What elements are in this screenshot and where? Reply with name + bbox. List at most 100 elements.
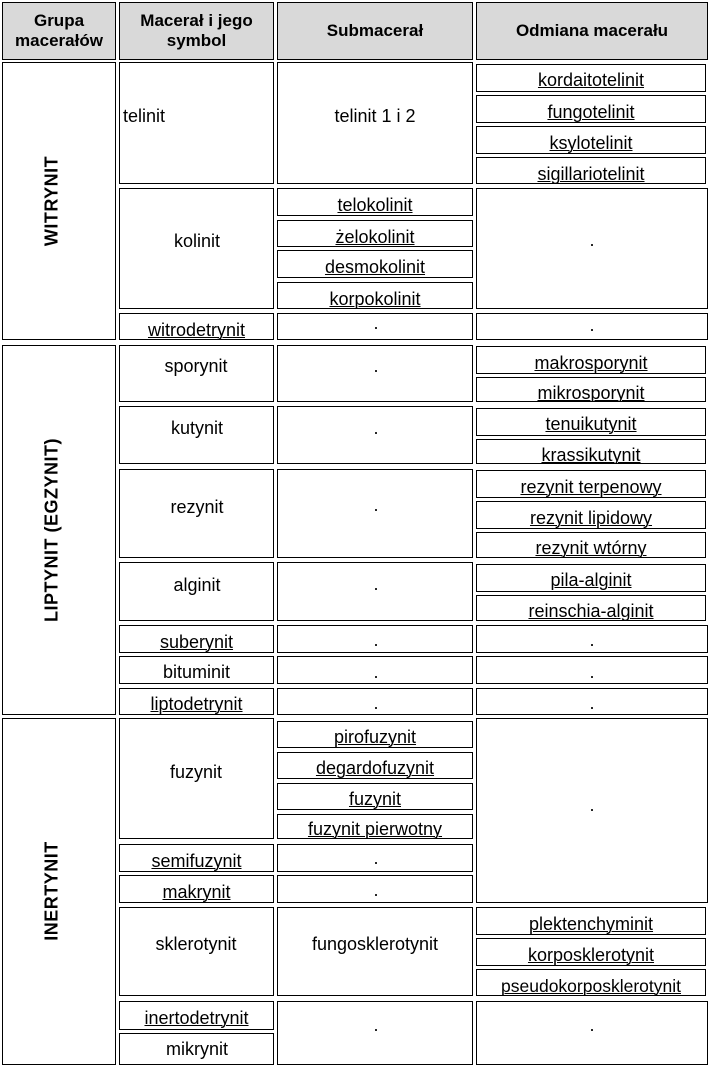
variety-rezynit-wtorny: rezynit wtórny xyxy=(535,538,647,558)
empty-marker: . xyxy=(373,880,379,900)
variety-rezynit-terpenowy: rezynit terpenowy xyxy=(520,477,662,497)
empty-marker: . xyxy=(373,693,379,713)
empty-marker: . xyxy=(589,630,595,650)
maceral-kutynit: kutynit xyxy=(170,418,224,438)
header-group-label: Grupa macerałów xyxy=(15,11,103,50)
variety-cell xyxy=(476,313,708,340)
variety-tenuikutynit: tenuikutynit xyxy=(545,414,637,434)
variety-reinschia-alginit: reinschia-alginit xyxy=(528,601,654,621)
variety-cell: rezynit terpenowy xyxy=(476,470,706,498)
header-maceral-label: Macerał i jego symbol xyxy=(140,11,253,50)
variety-pseudokorposklerotynit: pseudokorposklerotynit xyxy=(501,976,681,996)
group-cell-liptynit xyxy=(2,345,116,715)
empty-marker: . xyxy=(373,662,379,682)
submaceral-cell: fuzynit xyxy=(277,783,473,810)
variety-cell: mikrosporynit xyxy=(476,377,706,402)
variety-cell-fuzynit-group xyxy=(476,718,708,903)
variety-cell: tenuikutynit xyxy=(476,408,706,436)
variety-cell: makrosporynit xyxy=(476,346,706,374)
maceral-witrodetrynit: witrodetrynit xyxy=(147,320,246,340)
submaceral-cell: żelokolinit xyxy=(277,220,473,247)
variety-cell: plektenchyminit xyxy=(476,907,706,935)
maceral-makrynit: makrynit xyxy=(162,882,231,902)
variety-cell xyxy=(476,656,708,684)
empty-marker: . xyxy=(589,315,595,335)
submaceral-cell xyxy=(277,875,473,903)
variety-cell: fungotelinit xyxy=(476,95,706,123)
variety-cell: korposklerotynit xyxy=(476,938,706,966)
empty-marker: . xyxy=(589,795,595,815)
empty-marker: . xyxy=(589,230,595,250)
variety-cell: pseudokorposklerotynit xyxy=(476,969,706,996)
maceral-bituminit: bituminit xyxy=(162,662,231,682)
variety-fungotelinit: fungotelinit xyxy=(547,102,635,122)
variety-cell: reinschia-alginit xyxy=(476,595,706,621)
maceral-cell-mikrynit xyxy=(119,1033,274,1065)
maceral-cell-semifuzynit: semifuzynit xyxy=(119,844,274,872)
maceral-cell-makrynit: makrynit xyxy=(119,875,274,903)
submaceral-cell xyxy=(277,345,473,402)
maceral-fuzynit: fuzynit xyxy=(169,762,223,782)
variety-plektenchyminit: plektenchyminit xyxy=(528,914,654,934)
variety-pila-alginit: pila-alginit xyxy=(550,570,632,590)
empty-marker: . xyxy=(589,1015,595,1035)
header-variety-label: Odmiana macerału xyxy=(515,21,669,40)
submaceral-cell-telinit xyxy=(277,62,473,184)
submaceral-cell xyxy=(277,469,473,558)
variety-cell: kordaitotelinit xyxy=(476,64,706,92)
group-label-liptynit: LIPTYNIT (EGZYNIT) xyxy=(41,438,62,622)
empty-marker: . xyxy=(373,630,379,650)
submaceral-desmokolinit: desmokolinit xyxy=(324,257,426,277)
variety-cell xyxy=(476,1001,708,1065)
maceral-telinit: telinit xyxy=(123,106,166,126)
group-cell-witrynit xyxy=(2,62,116,340)
header-variety: Odmiana macerału xyxy=(476,2,708,60)
submaceral-cell xyxy=(277,406,473,464)
variety-cell: sigillariotelinit xyxy=(476,157,706,184)
maceral-sklerotynit: sklerotynit xyxy=(155,934,237,954)
maceral-cell-witrodetrynit: witrodetrynit xyxy=(119,313,274,340)
maceral-cell-liptodetrynit: liptodetrynit xyxy=(119,688,274,715)
maceral-cell-sporynit xyxy=(119,345,274,402)
maceral-cell-bituminit: bituminit xyxy=(119,656,274,684)
empty-marker: . xyxy=(373,356,379,376)
maceral-kolinit: kolinit xyxy=(173,231,221,251)
variety-mikrosporynit: mikrosporynit xyxy=(537,383,645,402)
submaceral-cell xyxy=(277,656,473,684)
submaceral-cell xyxy=(277,313,473,340)
variety-cell: pila-alginit xyxy=(476,564,706,592)
empty-marker: . xyxy=(373,418,379,438)
empty-marker: . xyxy=(589,662,595,682)
submaceral-cell xyxy=(277,562,473,621)
submaceral-zelokolinit: żelokolinit xyxy=(335,227,415,247)
group-label-witrynit: WITRYNIT xyxy=(41,155,62,247)
maceral-cell-fuzynit xyxy=(119,718,274,839)
submaceral-fuzynit-pierwotny: fuzynit pierwotny xyxy=(307,819,443,839)
maceral-suberynit: suberynit xyxy=(159,632,234,652)
submaceral-fuzynit: fuzynit xyxy=(348,789,402,809)
empty-marker: . xyxy=(373,495,379,515)
maceral-inertodetrynit: inertodetrynit xyxy=(144,1008,249,1028)
maceral-semifuzynit: semifuzynit xyxy=(151,851,242,871)
maceral-cell-sklerotynit xyxy=(119,907,274,996)
maceral-cell-rezynit xyxy=(119,469,274,558)
submaceral-cell: korpokolinit xyxy=(277,282,473,309)
variety-cell xyxy=(476,625,708,653)
header-group: Grupa macerałów xyxy=(2,2,116,60)
group-label-inertynit: INERTYNIT xyxy=(41,841,62,941)
variety-kordaitotelinit: kordaitotelinit xyxy=(537,70,645,90)
maceral-cell-kutynit xyxy=(119,406,274,464)
empty-marker: . xyxy=(373,1015,379,1035)
submaceral-cell xyxy=(277,844,473,872)
variety-krassikutynit: krassikutynit xyxy=(541,445,641,464)
submaceral-degardofuzynit: degardofuzynit xyxy=(315,758,435,778)
header-submaceral: Submacerał xyxy=(277,2,473,60)
variety-cell: krassikutynit xyxy=(476,439,706,464)
submaceral-cell xyxy=(277,625,473,653)
group-cell-inertynit xyxy=(2,718,116,1065)
empty-marker: . xyxy=(373,313,379,333)
maceral-cell-telinit xyxy=(119,62,274,184)
variety-cell-kolinit xyxy=(476,188,708,309)
variety-cell: ksylotelinit xyxy=(476,126,706,154)
header-maceral: Macerał i jego symbol xyxy=(119,2,274,60)
